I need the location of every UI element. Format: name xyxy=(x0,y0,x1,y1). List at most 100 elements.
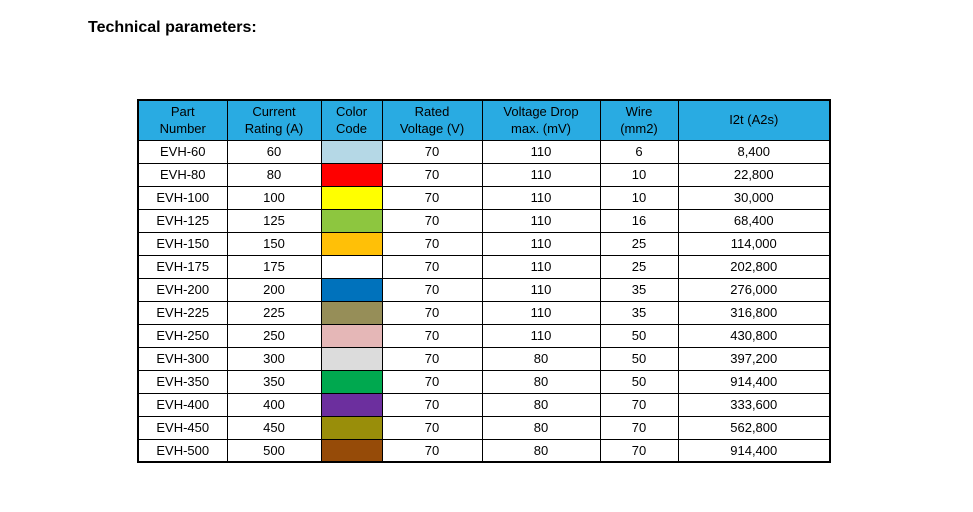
table-row: EVH-200 200 70 110 35 276,000 xyxy=(137,277,831,302)
color-code-swatch xyxy=(320,415,383,440)
voltage-drop-cell: 110 xyxy=(481,277,601,302)
current-rating-cell: 250 xyxy=(226,323,322,348)
rated-voltage-cell: 70 xyxy=(381,231,483,256)
i2t-cell: 430,800 xyxy=(677,323,831,348)
voltage-drop-cell: 80 xyxy=(481,392,601,417)
color-code-swatch xyxy=(320,438,383,463)
i2t-cell: 68,400 xyxy=(677,208,831,233)
rated-voltage-cell: 70 xyxy=(381,185,483,210)
rated-voltage-cell: 70 xyxy=(381,346,483,371)
technical-parameters-table: Part Number Current Rating (A) Color Code R… xyxy=(137,99,831,463)
color-code-swatch xyxy=(320,185,383,210)
wire-size-cell: 70 xyxy=(599,415,679,440)
part-number-cell: EVH-200 xyxy=(137,277,228,302)
table-row: EVH-250 250 70 110 50 430,800 xyxy=(137,323,831,348)
part-number-cell: EVH-125 xyxy=(137,208,228,233)
rated-voltage-cell: 70 xyxy=(381,415,483,440)
current-rating-cell: 225 xyxy=(226,300,322,325)
part-number-cell: EVH-500 xyxy=(137,438,228,463)
wire-size-cell: 50 xyxy=(599,369,679,394)
table-row: EVH-400 400 70 80 70 333,600 xyxy=(137,392,831,417)
voltage-drop-cell: 110 xyxy=(481,208,601,233)
part-number-cell: EVH-225 xyxy=(137,300,228,325)
table-body: EVH-60 60 70 110 6 8,400 EVH-80 80 70 110 10 22,800… xyxy=(137,139,831,463)
table-row: EVH-500 500 70 80 70 914,400 xyxy=(137,438,831,463)
table-row: EVH-225 225 70 110 35 316,800 xyxy=(137,300,831,325)
table-row: EVH-350 350 70 80 50 914,400 xyxy=(137,369,831,394)
wire-size-cell: 35 xyxy=(599,277,679,302)
rated-voltage-cell: 70 xyxy=(381,392,483,417)
table-row: EVH-450 450 70 80 70 562,800 xyxy=(137,415,831,440)
table-row: EVH-60 60 70 110 6 8,400 xyxy=(137,139,831,164)
column-header-current_rating_a: Current Rating (A) xyxy=(226,99,322,141)
part-number-cell: EVH-175 xyxy=(137,254,228,279)
color-code-swatch xyxy=(320,254,383,279)
wire-size-cell: 16 xyxy=(599,208,679,233)
voltage-drop-cell: 110 xyxy=(481,139,601,164)
rated-voltage-cell: 70 xyxy=(381,254,483,279)
table-row: EVH-175 175 70 110 25 202,800 xyxy=(137,254,831,279)
wire-size-cell: 10 xyxy=(599,162,679,187)
voltage-drop-cell: 110 xyxy=(481,231,601,256)
voltage-drop-cell: 80 xyxy=(481,346,601,371)
part-number-cell: EVH-250 xyxy=(137,323,228,348)
color-code-swatch xyxy=(320,323,383,348)
rated-voltage-cell: 70 xyxy=(381,139,483,164)
column-header-color_code: Color Code xyxy=(320,99,383,141)
part-number-cell: EVH-350 xyxy=(137,369,228,394)
i2t-cell: 30,000 xyxy=(677,185,831,210)
table-row: EVH-300 300 70 80 50 397,200 xyxy=(137,346,831,371)
rated-voltage-cell: 70 xyxy=(381,323,483,348)
column-header-wire_mm2: Wire (mm2) xyxy=(599,99,679,141)
color-code-swatch xyxy=(320,139,383,164)
wire-size-cell: 25 xyxy=(599,231,679,256)
i2t-cell: 202,800 xyxy=(677,254,831,279)
rated-voltage-cell: 70 xyxy=(381,369,483,394)
table-row: EVH-125 125 70 110 16 68,400 xyxy=(137,208,831,233)
voltage-drop-cell: 80 xyxy=(481,415,601,440)
voltage-drop-cell: 110 xyxy=(481,162,601,187)
part-number-cell: EVH-400 xyxy=(137,392,228,417)
rated-voltage-cell: 70 xyxy=(381,208,483,233)
i2t-cell: 8,400 xyxy=(677,139,831,164)
color-code-swatch xyxy=(320,369,383,394)
table-row: EVH-100 100 70 110 10 30,000 xyxy=(137,185,831,210)
column-header-part_number: Part Number xyxy=(137,99,228,141)
i2t-cell: 276,000 xyxy=(677,277,831,302)
part-number-cell: EVH-100 xyxy=(137,185,228,210)
i2t-cell: 316,800 xyxy=(677,300,831,325)
current-rating-cell: 450 xyxy=(226,415,322,440)
table-header-row: Part Number Current Rating (A) Color Code R… xyxy=(137,99,831,141)
color-code-swatch xyxy=(320,346,383,371)
current-rating-cell: 100 xyxy=(226,185,322,210)
current-rating-cell: 60 xyxy=(226,139,322,164)
rated-voltage-cell: 70 xyxy=(381,162,483,187)
part-number-cell: EVH-60 xyxy=(137,139,228,164)
column-header-i2t_a2s: I2t (A2s) xyxy=(677,99,831,141)
i2t-cell: 914,400 xyxy=(677,369,831,394)
i2t-cell: 114,000 xyxy=(677,231,831,256)
i2t-cell: 914,400 xyxy=(677,438,831,463)
i2t-cell: 22,800 xyxy=(677,162,831,187)
voltage-drop-cell: 110 xyxy=(481,254,601,279)
i2t-cell: 397,200 xyxy=(677,346,831,371)
column-header-voltage_drop_max_mv: Voltage Drop max. (mV) xyxy=(481,99,601,141)
wire-size-cell: 70 xyxy=(599,438,679,463)
voltage-drop-cell: 80 xyxy=(481,438,601,463)
column-header-rated_voltage_v: Rated Voltage (V) xyxy=(381,99,483,141)
rated-voltage-cell: 70 xyxy=(381,438,483,463)
voltage-drop-cell: 110 xyxy=(481,185,601,210)
color-code-swatch xyxy=(320,277,383,302)
current-rating-cell: 400 xyxy=(226,392,322,417)
current-rating-cell: 125 xyxy=(226,208,322,233)
wire-size-cell: 25 xyxy=(599,254,679,279)
color-code-swatch xyxy=(320,162,383,187)
current-rating-cell: 300 xyxy=(226,346,322,371)
current-rating-cell: 350 xyxy=(226,369,322,394)
part-number-cell: EVH-300 xyxy=(137,346,228,371)
color-code-swatch xyxy=(320,231,383,256)
table-row: EVH-150 150 70 110 25 114,000 xyxy=(137,231,831,256)
rated-voltage-cell: 70 xyxy=(381,277,483,302)
wire-size-cell: 50 xyxy=(599,323,679,348)
